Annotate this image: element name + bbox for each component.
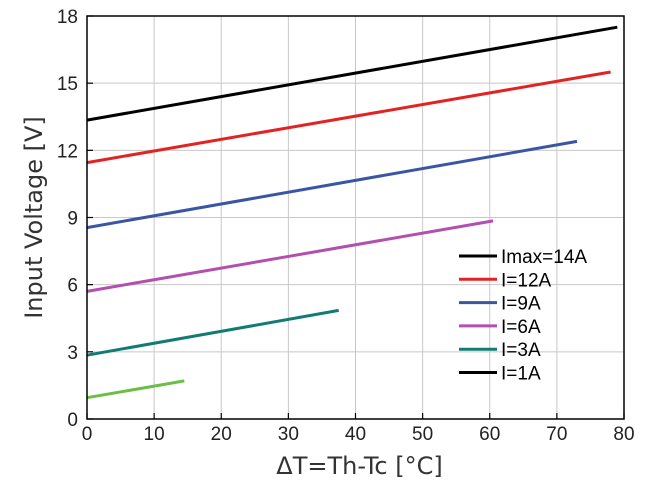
axis-ticks xyxy=(86,15,625,420)
x-tick-label: 0 xyxy=(82,424,93,445)
y-tick-label: 18 xyxy=(57,7,78,28)
legend-label-i-3a: I=3A xyxy=(501,340,541,361)
legend-label-i-1a: I=1A xyxy=(501,364,541,385)
x-tick-label: 40 xyxy=(345,424,366,445)
grid xyxy=(87,16,624,419)
series-line-imax-14a xyxy=(86,25,618,122)
y-tick-label: 3 xyxy=(67,343,78,364)
x-tick-label: 20 xyxy=(211,424,232,445)
y-tick-label: 6 xyxy=(67,276,78,297)
series-line-i-12a xyxy=(86,70,611,165)
x-tick-label: 30 xyxy=(278,424,299,445)
x-tick-label: 70 xyxy=(546,424,567,445)
legend-label-i-6a: I=6A xyxy=(501,317,541,338)
x-tick-label: 10 xyxy=(144,424,165,445)
series-lines xyxy=(86,25,618,400)
y-tick-label: 15 xyxy=(57,74,78,95)
y-tick-label: 9 xyxy=(67,209,78,230)
x-tick-label: 50 xyxy=(412,424,433,445)
x-tick-label: 60 xyxy=(479,424,500,445)
y-axis-label: Input Voltage [V] xyxy=(20,116,48,319)
y-tick-label: 12 xyxy=(57,141,78,162)
legend-label-imax-14a: Imax=14A xyxy=(501,247,587,268)
series-line-i-9a xyxy=(86,139,578,230)
legend-label-i-9a: I=9A xyxy=(501,294,541,315)
series-line-i-3a xyxy=(86,308,339,357)
x-axis-label: ΔT=Th-Tc [°C] xyxy=(276,452,442,480)
series-line-i-1a xyxy=(86,379,185,400)
x-tick-label: 80 xyxy=(613,424,634,445)
y-tick-label: 0 xyxy=(67,410,78,431)
legend-label-i-12a: I=12A xyxy=(501,270,552,291)
series-line-i-6a xyxy=(86,219,494,293)
y-tick-labels: 0 3 6 9 12 15 18 xyxy=(57,7,78,431)
x-tick-labels: 0 10 20 30 40 50 60 70 80 xyxy=(82,424,635,445)
